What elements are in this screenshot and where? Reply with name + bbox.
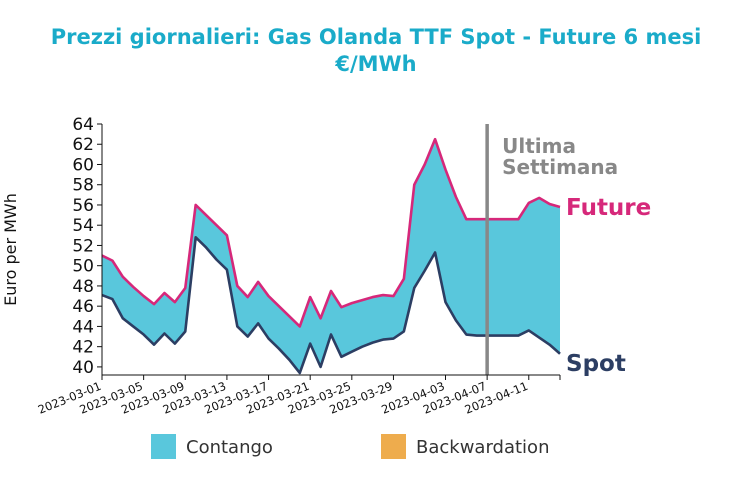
series-line-future <box>101 137 561 328</box>
y-tick-label: 52 <box>72 236 94 256</box>
y-tick-label: 56 <box>72 196 94 216</box>
y-tick-label: 50 <box>72 257 94 277</box>
fill-area-group <box>102 139 560 373</box>
y-tick-label: 42 <box>72 338 94 358</box>
y-tick-label: 62 <box>72 135 94 155</box>
annotation-settimana: Settimana <box>502 155 618 179</box>
y-tick-label: 54 <box>72 216 94 236</box>
spot-series-label: Spot <box>566 351 626 377</box>
contango-fill-area <box>102 139 560 373</box>
chart-title-line-2: €/MWh <box>335 52 417 76</box>
chart-title-line-1: Prezzi giornalieri: Gas Olanda TTF Spot … <box>50 25 702 49</box>
annotation-ultima: Ultima <box>502 134 576 158</box>
y-tick-label: 58 <box>72 176 94 196</box>
y-tick-label: 64 <box>72 115 94 135</box>
y-tick-label: 46 <box>72 297 94 317</box>
legend-swatch-backwardation <box>381 434 406 459</box>
y-axis-title: Euro per MWh <box>1 193 20 306</box>
series-lines-group <box>101 124 561 375</box>
y-tick-label: 60 <box>72 155 94 175</box>
future-series-label: Future <box>566 195 651 221</box>
legend-label-backwardation: Backwardation <box>416 437 549 458</box>
legend-group: Contango Backwardation <box>151 434 549 459</box>
legend-swatch-contango <box>151 434 176 459</box>
chart-title: Prezzi giornalieri: Gas Olanda TTF Spot … <box>0 24 752 78</box>
y-tick-label: 44 <box>72 317 94 337</box>
y-tick-label: 40 <box>72 358 94 378</box>
y-tick-label: 48 <box>72 277 94 297</box>
series-line-spot <box>101 236 561 375</box>
legend-label-contango: Contango <box>186 437 273 458</box>
